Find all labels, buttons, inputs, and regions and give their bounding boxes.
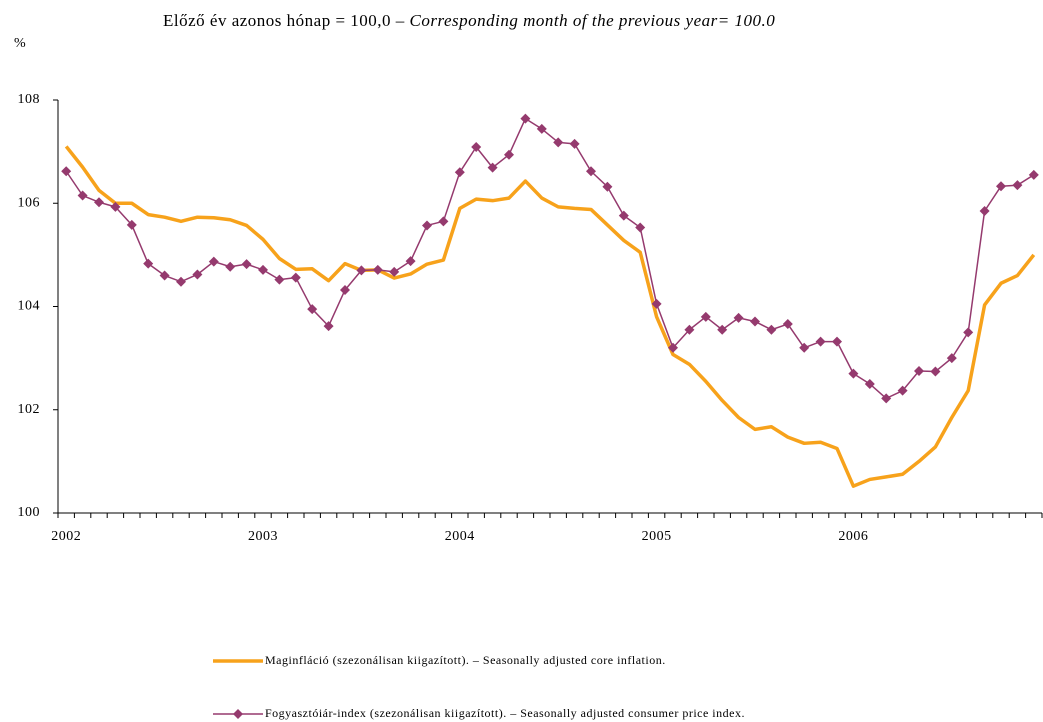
marker bbox=[159, 270, 170, 281]
marker bbox=[438, 216, 449, 227]
legend-label: Fogyasztóiár-index (szezonálisan kiigazí… bbox=[265, 706, 745, 720]
marker bbox=[307, 304, 318, 315]
marker bbox=[372, 264, 383, 275]
marker bbox=[520, 113, 531, 124]
x-tick-label: 2002 bbox=[51, 529, 81, 544]
marker bbox=[110, 201, 121, 212]
marker bbox=[914, 366, 924, 377]
y-unit: % bbox=[14, 36, 26, 51]
marker bbox=[504, 149, 514, 160]
x-tick-label: 2003 bbox=[248, 529, 278, 544]
series-line bbox=[65, 117, 1035, 400]
marker bbox=[963, 327, 974, 338]
y-tick-label: 102 bbox=[18, 402, 41, 417]
marker bbox=[586, 166, 596, 177]
marker bbox=[553, 137, 564, 148]
marker bbox=[602, 181, 613, 192]
y-tick-label: 100 bbox=[18, 505, 41, 520]
marker bbox=[471, 141, 482, 152]
marker bbox=[487, 162, 498, 173]
marker bbox=[290, 272, 301, 283]
marker bbox=[274, 274, 285, 285]
marker bbox=[815, 336, 826, 347]
marker bbox=[799, 342, 810, 353]
legend-marker bbox=[233, 709, 243, 719]
marker bbox=[241, 259, 252, 270]
marker bbox=[979, 205, 990, 216]
marker bbox=[864, 378, 875, 389]
marker bbox=[389, 266, 400, 277]
marker bbox=[766, 324, 777, 335]
marker bbox=[848, 368, 859, 379]
y-tick-label: 106 bbox=[18, 195, 41, 210]
marker bbox=[454, 167, 465, 178]
marker bbox=[340, 284, 350, 295]
marker bbox=[176, 276, 186, 287]
marker bbox=[1012, 180, 1023, 191]
marker bbox=[668, 342, 678, 353]
marker bbox=[733, 312, 744, 323]
marker bbox=[930, 366, 941, 377]
marker bbox=[356, 265, 367, 276]
x-tick-label: 2004 bbox=[445, 529, 475, 544]
marker bbox=[946, 353, 957, 364]
marker bbox=[126, 219, 137, 230]
marker bbox=[782, 319, 793, 330]
marker bbox=[422, 220, 432, 231]
marker bbox=[881, 393, 892, 404]
x-tick-label: 2006 bbox=[838, 529, 868, 544]
marker bbox=[94, 197, 104, 208]
chart-title: Előző év azonos hónap = 100,0 – Correspo… bbox=[163, 11, 775, 30]
marker bbox=[996, 181, 1006, 192]
marker bbox=[192, 269, 203, 280]
marker bbox=[569, 138, 580, 149]
marker bbox=[405, 256, 416, 267]
marker bbox=[750, 316, 760, 327]
marker bbox=[684, 324, 695, 335]
marker bbox=[832, 336, 842, 347]
marker bbox=[61, 166, 72, 177]
title-hu: Előző év azonos hónap = 100,0 – bbox=[163, 11, 410, 30]
marker bbox=[208, 256, 219, 267]
marker bbox=[700, 311, 711, 322]
y-tick-label: 104 bbox=[18, 299, 41, 314]
marker bbox=[717, 324, 728, 335]
marker bbox=[1028, 169, 1039, 180]
series-line bbox=[64, 145, 1036, 488]
title-en: Corresponding month of the previous year… bbox=[410, 11, 776, 30]
marker bbox=[77, 190, 88, 201]
marker bbox=[258, 264, 268, 275]
y-tick-label: 108 bbox=[18, 92, 41, 107]
marker bbox=[323, 321, 334, 332]
marker bbox=[651, 298, 662, 309]
legend-label: Maginfláció (szezonálisan kiigazított). … bbox=[265, 653, 666, 667]
marker bbox=[897, 385, 908, 396]
marker bbox=[143, 258, 154, 269]
x-tick-label: 2005 bbox=[642, 529, 672, 544]
marker bbox=[635, 222, 646, 233]
marker bbox=[618, 210, 629, 221]
marker bbox=[225, 261, 236, 272]
marker bbox=[536, 123, 547, 134]
